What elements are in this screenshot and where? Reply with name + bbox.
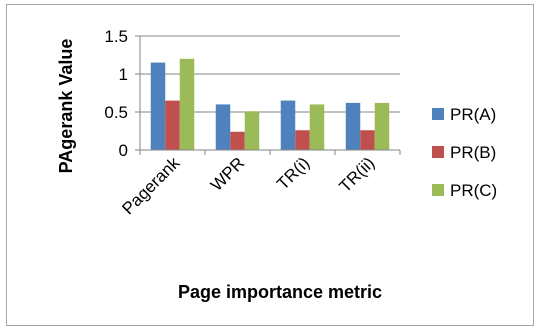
- bars: [150, 58, 390, 150]
- bar-pra-tri: [280, 100, 296, 150]
- y-tick-label: 1: [119, 65, 128, 84]
- axes: [139, 36, 401, 155]
- y-tick-labels: 0 0.5 1 1.5: [104, 27, 128, 160]
- bar-prb-pagerank: [165, 100, 180, 150]
- bar-prb-trii: [360, 130, 375, 150]
- bar-prb-wpr: [230, 131, 245, 150]
- legend-label: PR(B): [450, 143, 496, 162]
- y-tick-label: 0.5: [104, 103, 128, 122]
- category-label: TR(i): [273, 153, 313, 193]
- x-axis-title: Page importance metric: [178, 282, 382, 302]
- bar-prc-tri: [309, 104, 325, 150]
- y-axis-title: PAgerank Value: [56, 39, 76, 174]
- legend-label: PR(A): [450, 105, 496, 124]
- y-tick-label: 1.5: [104, 27, 128, 46]
- category-labels: Pagerank WPR TR(i) TR(ii): [118, 153, 378, 218]
- bar-prc-trii: [374, 102, 390, 150]
- category-label: TR(ii): [336, 153, 379, 196]
- legend-swatch: [432, 108, 444, 120]
- category-label: WPR: [207, 153, 248, 194]
- category-label: Pagerank: [118, 153, 183, 218]
- bar-prc-pagerank: [179, 58, 195, 150]
- bar-pra-pagerank: [150, 62, 166, 150]
- legend: PR(A) PR(B) PR(C): [432, 105, 497, 200]
- chart-frame: [6, 4, 534, 326]
- legend-label: PR(C): [450, 181, 497, 200]
- y-tick-label: 0: [119, 141, 128, 160]
- bar-prc-wpr: [244, 111, 260, 150]
- bar-prb-tri: [295, 130, 310, 150]
- bar-pra-wpr: [215, 104, 231, 150]
- bar-pra-trii: [345, 102, 361, 150]
- legend-swatch: [432, 184, 444, 196]
- legend-swatch: [432, 146, 444, 158]
